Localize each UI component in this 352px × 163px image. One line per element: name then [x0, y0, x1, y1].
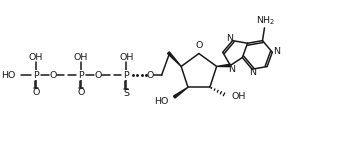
- Polygon shape: [216, 64, 231, 67]
- Text: P: P: [124, 71, 129, 80]
- Text: OH: OH: [74, 53, 88, 62]
- Text: P: P: [33, 71, 39, 80]
- Text: O: O: [77, 88, 85, 97]
- Text: O: O: [195, 41, 203, 50]
- Text: HO: HO: [154, 97, 168, 106]
- Text: S: S: [123, 89, 129, 98]
- Text: O: O: [94, 71, 101, 80]
- Text: N: N: [226, 34, 233, 43]
- Polygon shape: [174, 87, 188, 98]
- Text: NH$_2$: NH$_2$: [256, 15, 275, 27]
- Text: N: N: [228, 65, 235, 74]
- Text: OH: OH: [29, 53, 43, 62]
- Text: N: N: [273, 47, 280, 56]
- Text: O: O: [32, 88, 40, 97]
- Text: P: P: [78, 71, 84, 80]
- Polygon shape: [168, 52, 181, 66]
- Text: OH: OH: [119, 53, 133, 62]
- Text: N: N: [250, 68, 257, 77]
- Text: O: O: [146, 71, 153, 80]
- Text: HO: HO: [1, 71, 15, 80]
- Text: OH: OH: [232, 92, 246, 101]
- Text: O: O: [49, 71, 56, 80]
